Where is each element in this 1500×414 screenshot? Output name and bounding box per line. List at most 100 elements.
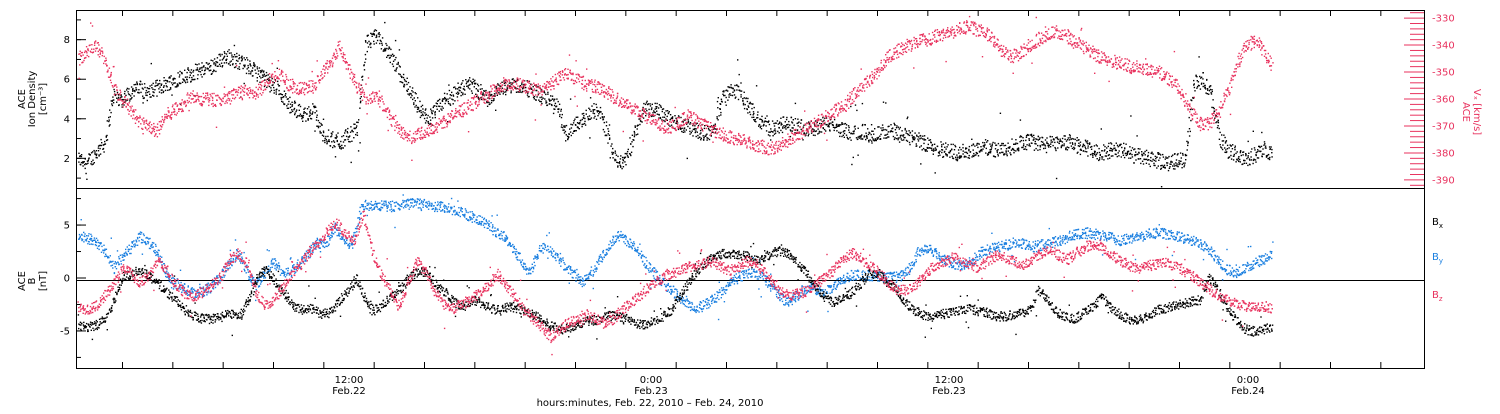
ion-density-point <box>288 101 289 102</box>
ion-density-point <box>1262 153 1263 154</box>
ion-density-point <box>477 84 478 85</box>
ion-density-point <box>912 137 913 138</box>
vx-point <box>318 80 319 81</box>
ion-density-point <box>1249 164 1250 165</box>
ion-density-point <box>1042 142 1043 143</box>
vx-point <box>195 96 196 97</box>
vx-point <box>164 119 165 120</box>
ion-density-point <box>1034 150 1035 151</box>
vx-point <box>145 128 146 129</box>
ion-density-point <box>1062 144 1063 145</box>
vx-point <box>579 81 580 82</box>
ion-density-point <box>187 76 188 77</box>
ion-density-point <box>680 117 681 118</box>
ion-density-point <box>1032 136 1033 137</box>
vx-point <box>252 93 253 94</box>
ion-density-point <box>474 86 475 87</box>
vx-point <box>799 139 800 140</box>
vx-point <box>588 85 589 86</box>
ion-density-point <box>572 124 573 125</box>
vx-point <box>424 135 425 136</box>
vx-point <box>414 141 415 142</box>
ion-density-point <box>458 87 459 88</box>
vx-point <box>575 60 576 61</box>
vx-point <box>535 94 536 95</box>
vx-point <box>470 101 471 102</box>
ion-density-point <box>301 118 302 119</box>
ion-density-point <box>815 120 816 121</box>
vx-point <box>303 84 304 85</box>
ion-density-point <box>975 154 976 155</box>
ion-density-point <box>469 84 470 85</box>
ion-density-point <box>312 113 313 114</box>
vx-point <box>516 83 517 84</box>
ion-density-point <box>612 157 613 158</box>
ion-density-point <box>239 63 240 64</box>
vx-point <box>242 98 243 99</box>
vx-point <box>81 56 82 57</box>
vx-point <box>109 68 110 69</box>
vx-point <box>755 150 756 151</box>
ion-density-point <box>1009 152 1010 153</box>
vx-point <box>542 86 543 87</box>
ion-density-point <box>461 92 462 93</box>
vx-point <box>428 135 429 136</box>
vx-point <box>95 50 96 51</box>
vx-point <box>723 127 724 128</box>
vx-point <box>714 132 715 133</box>
ion-density-point <box>735 97 736 98</box>
ion-density-point <box>1001 145 1002 146</box>
ion-density-point <box>1052 145 1053 146</box>
vx-point <box>255 98 256 99</box>
vx-point <box>267 85 268 86</box>
ion-density-point <box>1163 156 1164 157</box>
vx-point <box>203 101 204 102</box>
ion-density-point <box>776 123 777 124</box>
vx-point <box>391 124 392 125</box>
ion-density-point <box>758 126 759 127</box>
ion-density-point <box>335 138 336 139</box>
vx-point <box>271 76 272 77</box>
ion-density-point <box>365 58 366 59</box>
vx-point <box>399 128 400 129</box>
ion-density-point <box>229 53 230 54</box>
ion-density-point <box>109 125 110 126</box>
ion-density-point <box>252 75 253 76</box>
vx-point <box>668 132 669 133</box>
vx-point <box>573 83 574 84</box>
ion-density-point <box>432 110 433 111</box>
ion-density-point <box>599 112 600 113</box>
vx-point <box>358 84 359 85</box>
ion-density-point <box>826 124 827 125</box>
vx-point <box>745 140 746 141</box>
vx-point <box>455 116 456 117</box>
ion-density-point <box>744 97 745 98</box>
vx-point <box>774 153 775 154</box>
ion-density-point <box>230 52 231 53</box>
ion-density-point <box>98 154 99 155</box>
vx-point <box>140 123 141 124</box>
vx-point <box>477 104 478 105</box>
ion-density-point <box>453 94 454 95</box>
ion-density-point <box>399 49 400 50</box>
ion-density-point <box>955 157 956 158</box>
ion-density-point <box>491 102 492 103</box>
ion-density-point <box>754 107 755 108</box>
ion-density-point <box>376 42 377 43</box>
vx-point <box>585 86 586 87</box>
vx-point <box>807 129 808 130</box>
vx-point <box>411 160 412 161</box>
ion-density-point <box>850 140 851 141</box>
ion-density-point <box>680 128 681 129</box>
ion-density-point <box>781 123 782 124</box>
ion-density-point <box>193 70 194 71</box>
ion-density-point <box>789 124 790 125</box>
ion-density-point <box>246 73 247 74</box>
ion-density-point <box>1123 150 1124 151</box>
ion-density-point <box>1155 158 1156 159</box>
ion-density-point <box>368 41 369 42</box>
ion-density-point <box>276 93 277 94</box>
ion-density-point <box>797 119 798 120</box>
ion-density-point <box>829 130 830 131</box>
vx-point <box>464 102 465 103</box>
